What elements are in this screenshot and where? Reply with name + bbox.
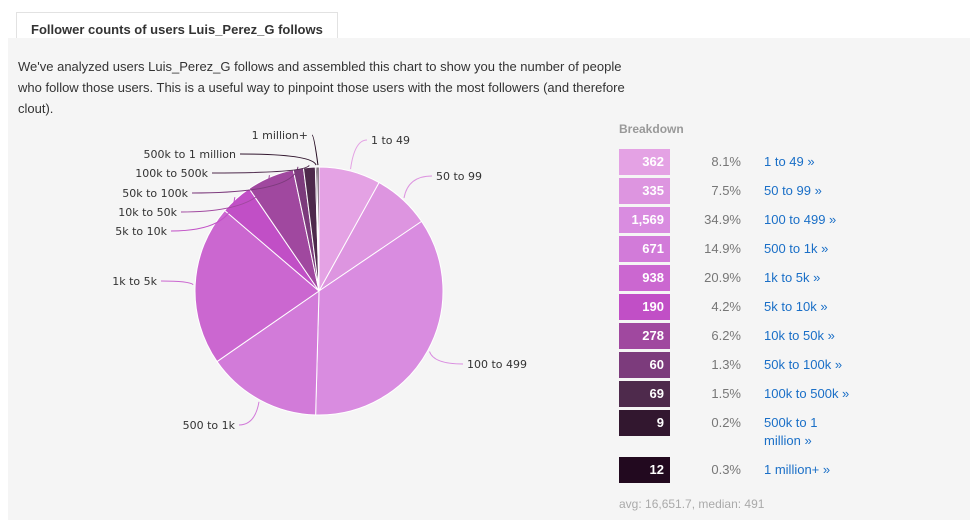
- breakdown-link[interactable]: 1 million+ »: [764, 462, 831, 477]
- pie-leader-line: [170, 197, 236, 232]
- pie-slice[interactable]: [316, 166, 320, 292]
- pie-label: 50 to 99: [436, 170, 482, 183]
- breakdown-percent: 6.2%: [711, 328, 741, 343]
- pie-label: 1k to 5k: [112, 275, 157, 288]
- breakdown-link[interactable]: 100k to 500k »: [764, 386, 850, 401]
- chart-description: We've analyzed users Luis_Perez_G follow…: [18, 59, 625, 116]
- breakdown-count: 9: [619, 410, 670, 436]
- breakdown-link[interactable]: 1 to 49 »: [764, 154, 815, 169]
- breakdown-link[interactable]: 5k to 10k »: [764, 299, 828, 314]
- breakdown-count: 671: [619, 236, 670, 262]
- pie-leader-line: [238, 401, 260, 426]
- breakdown-percent: 4.2%: [711, 299, 741, 314]
- breakdown-count: 938: [619, 265, 670, 291]
- pie-label: 5k to 10k: [115, 225, 167, 238]
- breakdown-title: Breakdown: [619, 122, 684, 136]
- breakdown-link[interactable]: 1k to 5k »: [764, 270, 821, 285]
- breakdown-count: 362: [619, 149, 670, 175]
- breakdown-percent: 1.3%: [711, 357, 741, 372]
- breakdown-link[interactable]: 50k to 100k »: [764, 357, 843, 372]
- chart-panel: [8, 38, 970, 520]
- breakdown-count: 190: [619, 294, 670, 320]
- breakdown-count: 69: [619, 381, 670, 407]
- breakdown-link[interactable]: 500 to 1k »: [764, 241, 829, 256]
- pie-label: 100k to 500k: [135, 167, 208, 180]
- pie-leader-line: [350, 139, 368, 170]
- breakdown-link[interactable]: 10k to 50k »: [764, 328, 835, 343]
- pie-leader-line: [211, 165, 310, 174]
- breakdown-percent: 14.9%: [704, 241, 741, 256]
- pie-leader-line: [191, 166, 299, 194]
- pie-slice[interactable]: [216, 290, 320, 416]
- breakdown-percent: 7.5%: [711, 183, 741, 198]
- pie-label: 100 to 499: [467, 358, 527, 371]
- breakdown-percent: 34.9%: [704, 212, 741, 227]
- breakdown-percent: 1.5%: [711, 386, 741, 401]
- pie-label: 1 million+: [252, 129, 308, 142]
- breakdown-count: 335: [619, 178, 670, 204]
- breakdown-stats: avg: 16,651.7, median: 491: [619, 497, 765, 511]
- pie-leader-line: [429, 351, 464, 365]
- breakdown-percent: 0.2%: [711, 415, 741, 430]
- pie-slice[interactable]: [194, 209, 320, 363]
- breakdown-percent: 20.9%: [704, 270, 741, 285]
- pie-slices: [194, 166, 444, 416]
- breakdown-link[interactable]: 500k to 1 million »: [764, 415, 818, 448]
- pie-label: 1 to 49: [371, 134, 410, 147]
- breakdown-link[interactable]: 100 to 499 »: [764, 212, 837, 227]
- breakdown-count: 12: [619, 457, 670, 483]
- breakdown-link[interactable]: 50 to 99 »: [764, 183, 822, 198]
- pie-leader-line: [403, 175, 433, 199]
- breakdown-count: 278: [619, 323, 670, 349]
- pie-leader-line: [180, 175, 270, 213]
- pie-leader-lines: [160, 134, 464, 426]
- breakdown-count: 1,569: [619, 207, 670, 233]
- breakdown-count: 60: [619, 352, 670, 378]
- pie-label: 500k to 1 million: [143, 148, 236, 161]
- breakdown-percent: 0.3%: [711, 462, 741, 477]
- pie-leader-line: [239, 153, 317, 166]
- pie-slice[interactable]: [315, 220, 444, 416]
- pie-label: 10k to 50k: [118, 206, 177, 219]
- pie-label: 500 to 1k: [183, 419, 236, 432]
- breakdown-percent: 8.1%: [711, 154, 741, 169]
- pie-leader-line: [160, 280, 194, 286]
- pie-leader-line: [311, 134, 319, 166]
- pie-label: 50k to 100k: [122, 187, 188, 200]
- pie-labels: 1 to 49 50 to 99 100 to 499 500 to 1k 1k to …: [112, 129, 527, 432]
